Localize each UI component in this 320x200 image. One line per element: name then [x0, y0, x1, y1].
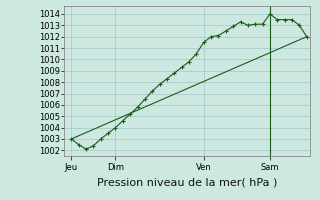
X-axis label: Pression niveau de la mer( hPa ): Pression niveau de la mer( hPa ) [97, 178, 277, 188]
